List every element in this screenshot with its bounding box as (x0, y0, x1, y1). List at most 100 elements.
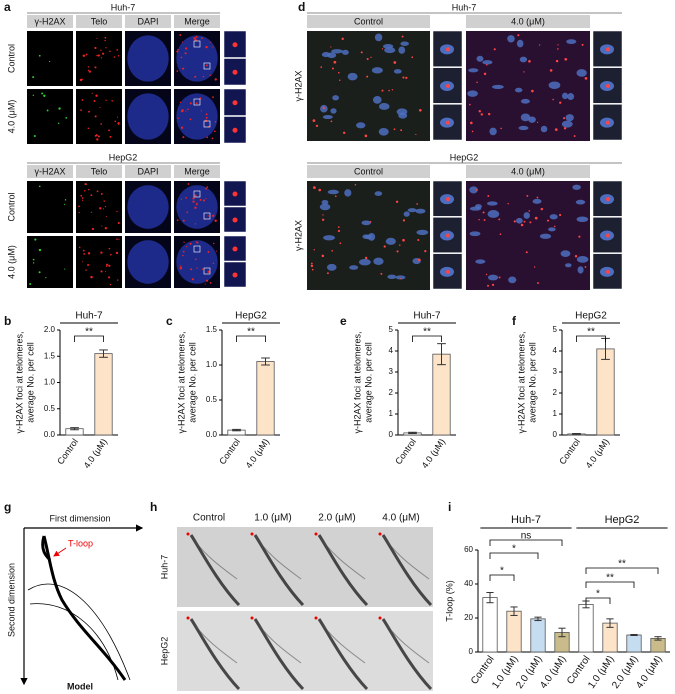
nucleus (127, 240, 169, 284)
focus (446, 84, 450, 88)
focus (533, 266, 536, 268)
focus (418, 108, 422, 112)
y-axis-label: γ-H2AX foci at telomeres, (14, 331, 24, 433)
curve (42, 535, 127, 681)
chromosome (356, 122, 366, 129)
focus (78, 246, 81, 249)
focus (205, 45, 208, 49)
focus (499, 233, 502, 236)
focus (500, 127, 502, 130)
axis-label: First dimension (49, 513, 110, 523)
focus (104, 39, 106, 42)
micrograph (27, 181, 73, 233)
chromosome (323, 235, 335, 241)
chromosome (385, 237, 396, 245)
column-label: Control (354, 16, 383, 26)
focus (205, 64, 208, 67)
focus (194, 75, 197, 78)
chromosome (548, 227, 556, 232)
y-tick-label: 1.0 (206, 360, 218, 369)
focus (402, 76, 405, 79)
column-header (466, 15, 590, 28)
focus (195, 241, 197, 243)
focus (32, 76, 35, 79)
focus (540, 207, 544, 211)
focus (232, 246, 238, 252)
focus (366, 57, 369, 61)
focus (100, 270, 103, 273)
focus (87, 264, 90, 266)
y-tick-label: 5 (389, 325, 394, 334)
chromosome (549, 214, 558, 220)
focus (606, 233, 610, 238)
focus (177, 117, 179, 120)
chromosome (468, 68, 479, 73)
column-label: 4.0 (μM) (511, 16, 545, 26)
chromosome (520, 113, 531, 122)
focus (97, 135, 100, 138)
focus (87, 127, 90, 130)
column-header (174, 165, 220, 178)
column-label: γ-H2AX (34, 16, 65, 26)
focus (117, 279, 119, 281)
gel-arc (381, 618, 433, 691)
focus (331, 250, 333, 252)
y-tick-label: 4 (389, 346, 394, 355)
focus (109, 50, 111, 53)
x-tick-label: 4.0 (μM) (244, 437, 272, 470)
focus (90, 194, 93, 197)
bar (94, 353, 113, 436)
focus (531, 89, 534, 93)
focus (342, 131, 346, 135)
focus (364, 134, 368, 138)
focus (105, 99, 107, 101)
column-label: 4.0 (μM) (382, 513, 419, 524)
focus (402, 238, 405, 242)
focus (101, 225, 103, 227)
significance-bracket (74, 335, 104, 342)
focus (498, 218, 501, 221)
focus (102, 208, 105, 210)
focus (103, 200, 105, 202)
chromosome (330, 108, 337, 114)
focus (517, 34, 520, 37)
chromosome (539, 233, 552, 239)
y-tick-label: 20 (464, 613, 473, 622)
focus (341, 37, 344, 41)
panel-label: i (448, 500, 451, 514)
focus (552, 98, 554, 101)
focus (34, 238, 37, 241)
focus (478, 218, 480, 221)
panel-label: d (298, 0, 305, 14)
error-bar (606, 618, 614, 628)
focus (109, 283, 112, 286)
column-label: DAPI (137, 166, 158, 176)
focus (471, 130, 474, 133)
focus (100, 251, 103, 254)
focus (180, 56, 183, 59)
focus (400, 278, 402, 280)
focus (391, 89, 394, 91)
focus (200, 110, 203, 112)
focus (194, 39, 197, 42)
focus (104, 205, 107, 208)
focus (393, 128, 396, 131)
x-tick-label: 4.0 (μM) (584, 437, 612, 470)
significance-label: ** (85, 327, 93, 338)
chromosome (341, 49, 349, 55)
focus (194, 223, 197, 225)
focus (369, 221, 372, 223)
focus (212, 46, 214, 48)
focus (446, 269, 450, 274)
roi-box (193, 98, 201, 106)
focus (111, 99, 113, 102)
focus (476, 81, 478, 84)
chromosome (508, 276, 517, 284)
bar (578, 604, 594, 653)
focus (179, 34, 182, 36)
chromosome (321, 199, 329, 205)
focus (180, 198, 183, 200)
focus (41, 92, 44, 95)
focus (318, 188, 322, 192)
focus (411, 56, 414, 59)
